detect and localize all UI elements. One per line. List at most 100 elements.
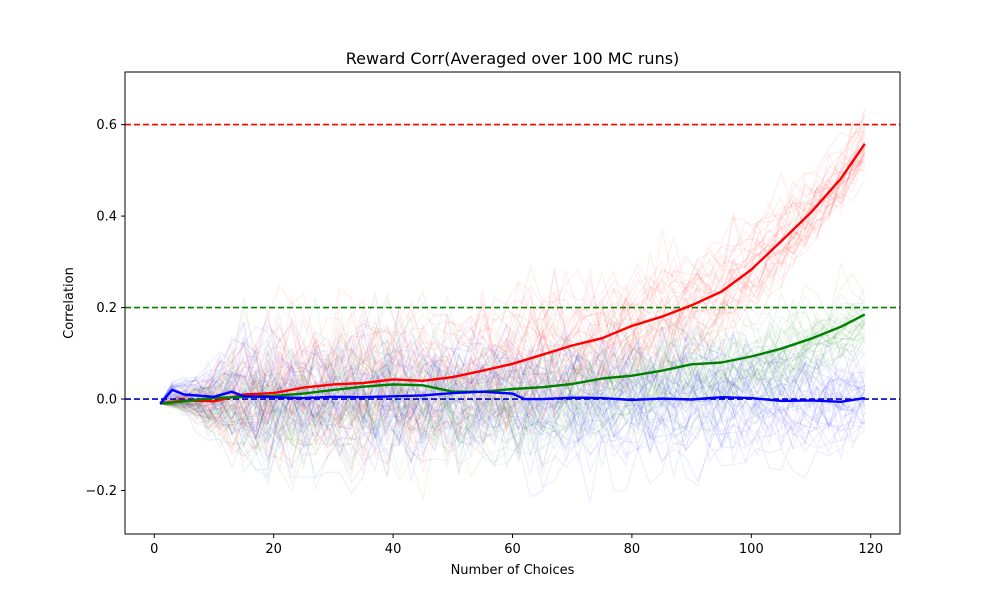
mc-run-line (160, 152, 866, 446)
mc-run-line (160, 316, 865, 446)
mc-run-line (160, 322, 866, 448)
mc-run-line (160, 319, 866, 443)
mc-run-line (160, 332, 866, 479)
mc-run-line (159, 357, 866, 451)
mc-run-line (160, 310, 866, 422)
mc-run-line (160, 320, 866, 449)
mc-run-line (159, 122, 866, 405)
x-axis-title: Number of Choices (451, 563, 575, 578)
mc-run-line (160, 335, 866, 479)
x-tick-label: 80 (624, 542, 641, 557)
mean-line (159, 388, 865, 405)
mc-run-line (159, 336, 866, 433)
mc-run-line (159, 364, 865, 456)
mc-run-line (160, 314, 866, 430)
mc-run-line (159, 338, 866, 411)
x-tick-label: 0 (150, 542, 158, 557)
mc-run-line (160, 343, 866, 478)
mc-run-line (160, 403, 865, 503)
mc-runs-layer (159, 108, 866, 503)
mc-run-line (160, 126, 866, 423)
mc-run-line (160, 319, 866, 450)
y-axis: −0.2 0.0 0.2 0.4 0.6 (85, 118, 125, 499)
mc-run-line (160, 161, 866, 476)
mc-run-line (159, 321, 866, 417)
y-tick-label: 0.2 (96, 301, 117, 316)
mc-run-line (160, 293, 865, 422)
mc-run-line (159, 321, 866, 407)
x-tick-label: 40 (385, 542, 402, 557)
mc-run-line (160, 337, 866, 501)
mc-run-line (159, 115, 866, 405)
mc-run-line (159, 389, 866, 479)
x-tick-label: 120 (858, 542, 883, 557)
mc-run-line (160, 158, 866, 460)
mc-run-line (160, 130, 866, 405)
mc-run-line (159, 317, 865, 405)
y-tick-label: −0.2 (85, 484, 117, 499)
mc-run-line (160, 323, 866, 435)
mc-run-line (160, 147, 866, 434)
mc-run-line (160, 308, 866, 420)
mc-run-line (159, 394, 865, 488)
mc-run-line (160, 144, 866, 405)
mc-run-line (160, 130, 865, 405)
mc-run-line (159, 313, 866, 415)
mc-run-line (159, 367, 866, 470)
reference-lines-layer (125, 123, 900, 400)
mc-run-line (160, 155, 866, 445)
y-tick-label: 0.0 (96, 393, 117, 408)
mc-run-line (159, 382, 866, 482)
mc-run-line (160, 303, 866, 422)
x-tick-label: 20 (265, 542, 282, 557)
mc-run-line (160, 322, 865, 470)
mc-run-line (160, 315, 866, 447)
mc-run-line (159, 342, 865, 440)
mc-run-line (160, 318, 866, 436)
mc-run-line (160, 310, 866, 475)
x-axis: 0 20 40 60 80 100 120 (150, 534, 883, 557)
mc-run-line (159, 383, 866, 462)
y-tick-label: 0.6 (96, 118, 117, 133)
mc-run-line (159, 122, 866, 405)
chart-title: Reward Corr(Averaged over 100 MC runs) (346, 49, 680, 68)
mc-run-line (159, 127, 866, 416)
mc-run-line (159, 363, 866, 460)
mc-run-line (159, 389, 866, 479)
mc-run-line (160, 147, 866, 442)
mc-run-line (160, 160, 866, 457)
mc-run-line (159, 114, 866, 405)
mc-run-line (159, 349, 866, 450)
mc-run-line (160, 345, 866, 493)
mean-line (160, 313, 866, 405)
mc-run-line (160, 320, 866, 476)
mc-run-line (160, 108, 866, 415)
mean-lines-layer (159, 143, 866, 405)
mc-run-line (159, 306, 866, 404)
mc-run-line (160, 149, 866, 407)
mc-run-line (159, 349, 866, 450)
mc-run-line (160, 109, 866, 416)
mc-run-line (160, 140, 866, 423)
mc-run-line (160, 168, 865, 469)
mc-run-line (160, 314, 866, 423)
mc-run-line (160, 160, 866, 440)
mc-run-line (160, 158, 866, 439)
mc-run-line (160, 132, 866, 412)
y-axis-title: Correlation (62, 267, 77, 339)
mc-run-line (159, 367, 866, 463)
mc-run-line (160, 314, 866, 464)
mc-run-line (160, 272, 866, 405)
mc-run-line (160, 119, 865, 405)
mc-run-line (160, 147, 866, 457)
mc-run-line (160, 336, 865, 453)
mc-run-line (160, 262, 866, 405)
mc-run-line (160, 146, 866, 432)
mc-run-line (160, 301, 866, 430)
mc-run-line (160, 160, 865, 484)
mc-run-line (159, 353, 866, 447)
mc-run-line (159, 335, 866, 441)
mc-run-line (160, 303, 866, 429)
